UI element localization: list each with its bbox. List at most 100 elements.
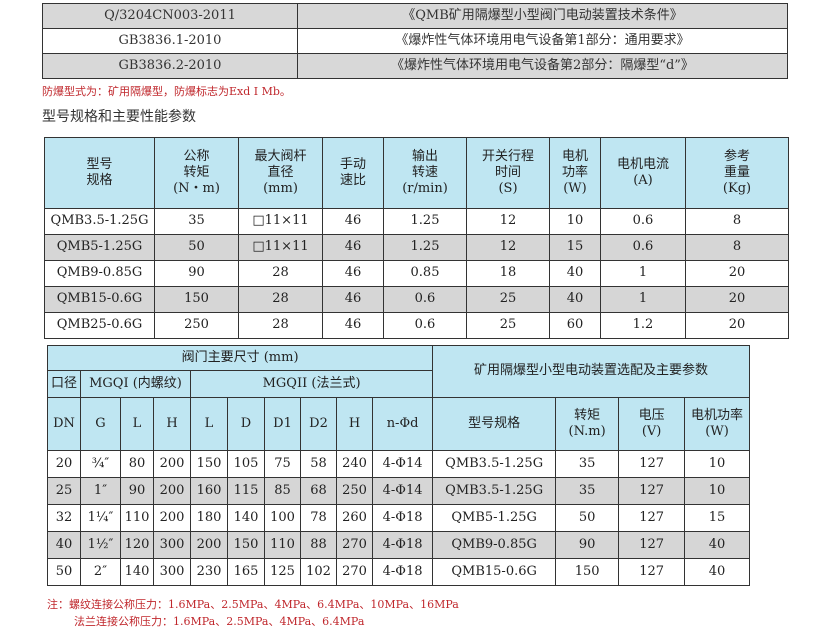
table-cell: 35: [154, 208, 239, 235]
table-cell: 250: [154, 312, 239, 339]
table-cell: 10: [684, 477, 750, 505]
standard-row: GB3836.1-2010 《爆炸性气体环境用电气设备第1部分：通用要求》: [42, 28, 788, 54]
table-cell: 40: [549, 286, 601, 313]
column-header: 参考 重量 (Kg): [685, 137, 789, 209]
table-cell: 1: [600, 260, 686, 287]
table-cell: 4-Φ14: [371, 450, 434, 478]
table-cell: 20: [685, 286, 789, 313]
table-cell: 105: [227, 450, 265, 478]
table-cell: 160: [190, 477, 228, 505]
table-cell: 0.6: [383, 286, 467, 313]
table-cell: 12: [466, 234, 550, 261]
table-cell: 1.2: [600, 312, 686, 339]
table-cell: 0.6: [600, 208, 686, 235]
table-cell: 2″: [80, 558, 121, 586]
table-cell: 60: [549, 312, 601, 339]
table-cell: □11×11: [238, 208, 323, 235]
table-cell: 1″: [80, 477, 121, 505]
standard-title: 《爆炸性气体环境用电气设备第2部分：隔爆型“d”》: [297, 53, 788, 79]
table-cell: 4-Φ18: [371, 558, 434, 586]
explosion-proof-note: 防爆型式为：矿用隔爆型，防爆标志为Exd I Mb。: [42, 85, 291, 98]
table-cell: 200: [190, 531, 228, 559]
table-cell: 32: [47, 504, 81, 532]
table-cell: 4-Φ18: [371, 531, 434, 559]
column-header: n-Φd: [371, 397, 434, 451]
table-cell: 8: [685, 208, 789, 235]
table-cell: 25: [466, 312, 550, 339]
table-cell: 1.25: [383, 208, 467, 235]
table-cell: 40: [47, 531, 81, 559]
table-cell: 0.6: [600, 234, 686, 261]
table-cell: 140: [120, 558, 154, 586]
table-cell: 20: [47, 450, 81, 478]
column-header: 电压 (V): [618, 397, 686, 451]
column-header: D1: [264, 397, 301, 451]
table-cell: 46: [322, 286, 384, 313]
table-cell: 115: [227, 477, 265, 505]
standard-title: 《爆炸性气体环境用电气设备第1部分：通用要求》: [297, 28, 788, 54]
standard-row: Q/3204CN003-2011 《QMB矿用隔爆型小型阀门电动装置技术条件》: [42, 3, 788, 29]
column-header: 型号 规格: [44, 137, 155, 209]
table-cell: 250: [336, 477, 373, 505]
table-cell: QMB3.5-1.25G: [44, 208, 155, 235]
column-header: D: [227, 397, 265, 451]
table-cell: 102: [300, 558, 337, 586]
table-cell: 40: [684, 531, 750, 559]
column-header: 型号规格: [432, 397, 557, 451]
standard-code: GB3836.1-2010: [42, 28, 298, 54]
table-cell: 46: [322, 312, 384, 339]
table-cell: QMB9-0.85G: [432, 531, 557, 559]
table-cell: 270: [336, 558, 373, 586]
column-header: 电机功率 (W): [684, 397, 750, 451]
table-row: 25 1″ 90 200 160 115 85 68 250 4-Φ14 QMB3.5-1.25G 3…: [47, 477, 750, 505]
table-cell: 1½″: [80, 531, 121, 559]
table-cell: 180: [190, 504, 228, 532]
table-cell: 1.25: [383, 234, 467, 261]
column-header: 最大阀杆 直径 (mm): [238, 137, 323, 209]
table-row: 50 2″ 140 300 230 165 125 102 270 4-Φ18 QMB15-0.6G…: [47, 558, 750, 586]
table-cell: 300: [153, 531, 191, 559]
table-cell: 150: [190, 450, 228, 478]
table-cell: 28: [238, 260, 323, 287]
table-cell: QMB3.5-1.25G: [432, 477, 557, 505]
table-cell: QMB9-0.85G: [44, 260, 155, 287]
spec-table: 型号 规格 公称 转矩 (N・m) 最大阀杆 直径 (mm) 手动 速比 输出 转速 (…: [44, 137, 789, 339]
table-row: QMB3.5-1.25G 35 □11×11 46 1.25 12 10 0.6 8: [44, 208, 789, 235]
table-cell: 0.6: [383, 312, 467, 339]
table-cell: 8: [685, 234, 789, 261]
table-cell: 15: [684, 504, 750, 532]
table-cell: 68: [300, 477, 337, 505]
table-cell: 40: [684, 558, 750, 586]
mgqi-header: MGQI (内螺纹): [80, 370, 191, 398]
table-cell: QMB15-0.6G: [432, 558, 557, 586]
table-cell: 46: [322, 260, 384, 287]
table-cell: 127: [618, 504, 686, 532]
column-header: L: [120, 397, 154, 451]
table-cell: 28: [238, 286, 323, 313]
table-cell: 15: [549, 234, 601, 261]
table-cell: 25: [47, 477, 81, 505]
table-cell: 165: [227, 558, 265, 586]
table-cell: QMB5-1.25G: [44, 234, 155, 261]
table-cell: 35: [555, 477, 620, 505]
table-cell: 200: [153, 450, 191, 478]
column-header: G: [80, 397, 121, 451]
table-cell: 120: [120, 531, 154, 559]
table-cell: 78: [300, 504, 337, 532]
table-cell: 230: [190, 558, 228, 586]
column-header: 电机 功率 (W): [549, 137, 601, 209]
table-cell: 127: [618, 531, 686, 559]
table-cell: 0.85: [383, 260, 467, 287]
table-cell: 88: [300, 531, 337, 559]
actuator-params-header: 矿用隔爆型小型电动装置选配及主要参数: [432, 345, 750, 398]
table-cell: 58: [300, 450, 337, 478]
standard-code: GB3836.2-2010: [42, 53, 298, 79]
table-cell: 240: [336, 450, 373, 478]
pressure-note-flange: 法兰连接公称压力：1.6MPa、2.5MPa、4MPa、6.4MPa: [74, 615, 365, 628]
table-row: 32 1¼″ 110 200 180 140 100 78 260 4-Φ18 QMB5-1.25G…: [47, 504, 750, 532]
table-cell: 46: [322, 234, 384, 261]
table-cell: 200: [153, 504, 191, 532]
table-cell: QMB25-0.6G: [44, 312, 155, 339]
table-cell: 110: [120, 504, 154, 532]
table-cell: 110: [264, 531, 301, 559]
